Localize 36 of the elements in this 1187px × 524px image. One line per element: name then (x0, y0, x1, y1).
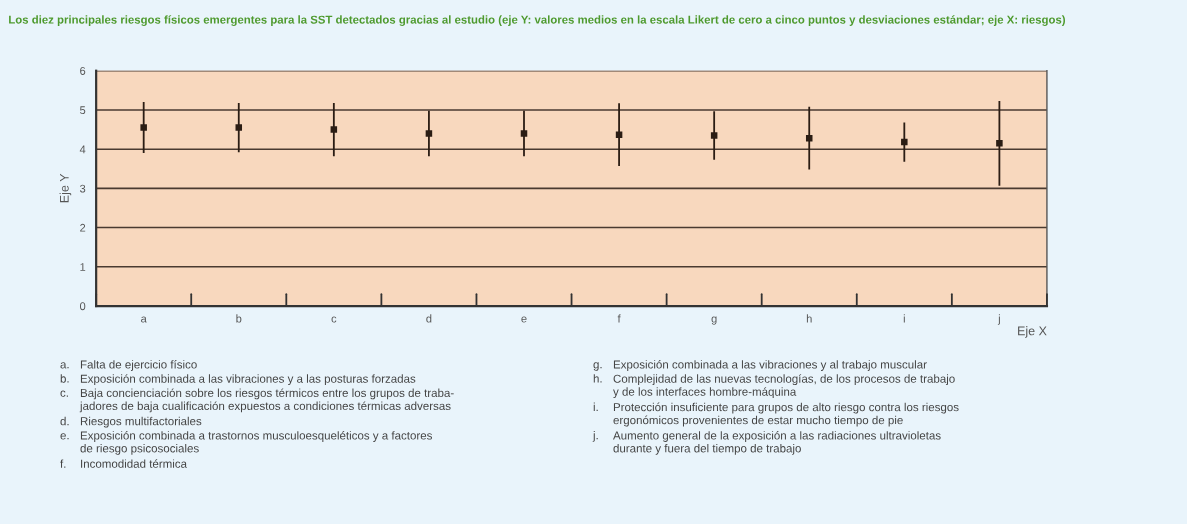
x-tick-label: f (617, 314, 621, 323)
x-tick-label: i (903, 314, 905, 323)
text: b. Exposición combinada a las vibraciones y a las posturas forzadas (60, 374, 416, 386)
y-tick-label: 1 (80, 263, 86, 271)
point (710, 132, 718, 139)
x-tick-label: g (711, 316, 717, 325)
y-axis-title: Eje Y (59, 173, 72, 203)
point (425, 130, 433, 137)
chart-title: Los diez principales riesgos físicos emergentes para la SST detectados gracias al estudio (eje Y: valores medios en la escala Likert de cero a cinco puntos y desviaciones estándar; eje X: riesgos) (9, 15, 1066, 26)
text: e. Exposición combinada a trastornos musculoesqueléticos y a factores de riesgo psicosociales (60, 431, 432, 455)
text: d. Riesgos multifactoriales (60, 416, 202, 428)
text: a. Falta de ejercicio físico (60, 360, 197, 371)
y-tick-label: 4 (79, 145, 86, 154)
y-tick-label: 2 (80, 223, 86, 232)
point (520, 130, 528, 137)
point (140, 124, 147, 131)
text: g. Exposición combinada a las vibraciones y al trabajo muscular (593, 360, 927, 371)
point (330, 126, 338, 133)
x-axis-title: Eje X (1018, 326, 1047, 338)
x-tick-label: h (806, 314, 812, 323)
y-tick-label: 0 (79, 302, 86, 311)
text: j. Aumento general de la exposición a las radiaciones ultravioletas durante y fuera del tiempo de trabajo (592, 431, 941, 455)
y-tick-label: 3 (79, 184, 86, 193)
point (235, 124, 243, 131)
x-tick-label: b (236, 314, 242, 323)
x-tick-label: j (997, 314, 1000, 325)
point (996, 140, 1003, 147)
y-tick-label: 6 (80, 67, 86, 75)
x-tick-label: c (331, 316, 337, 323)
point (615, 131, 623, 138)
x-tick-label: d (426, 314, 432, 323)
y-tick-label: 5 (80, 106, 86, 115)
x-tick-label: e (521, 316, 527, 323)
point (901, 138, 908, 146)
x-tick-label: a (141, 316, 147, 323)
text: f. Incomodidad térmica (60, 459, 187, 468)
